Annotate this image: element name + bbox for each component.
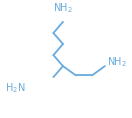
Text: NH$_2$: NH$_2$ <box>107 55 127 69</box>
Text: NH$_2$: NH$_2$ <box>53 2 73 15</box>
Text: H$_2$N: H$_2$N <box>4 81 25 95</box>
